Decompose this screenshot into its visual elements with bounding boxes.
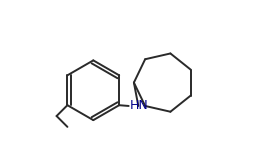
Text: HN: HN xyxy=(130,100,149,112)
